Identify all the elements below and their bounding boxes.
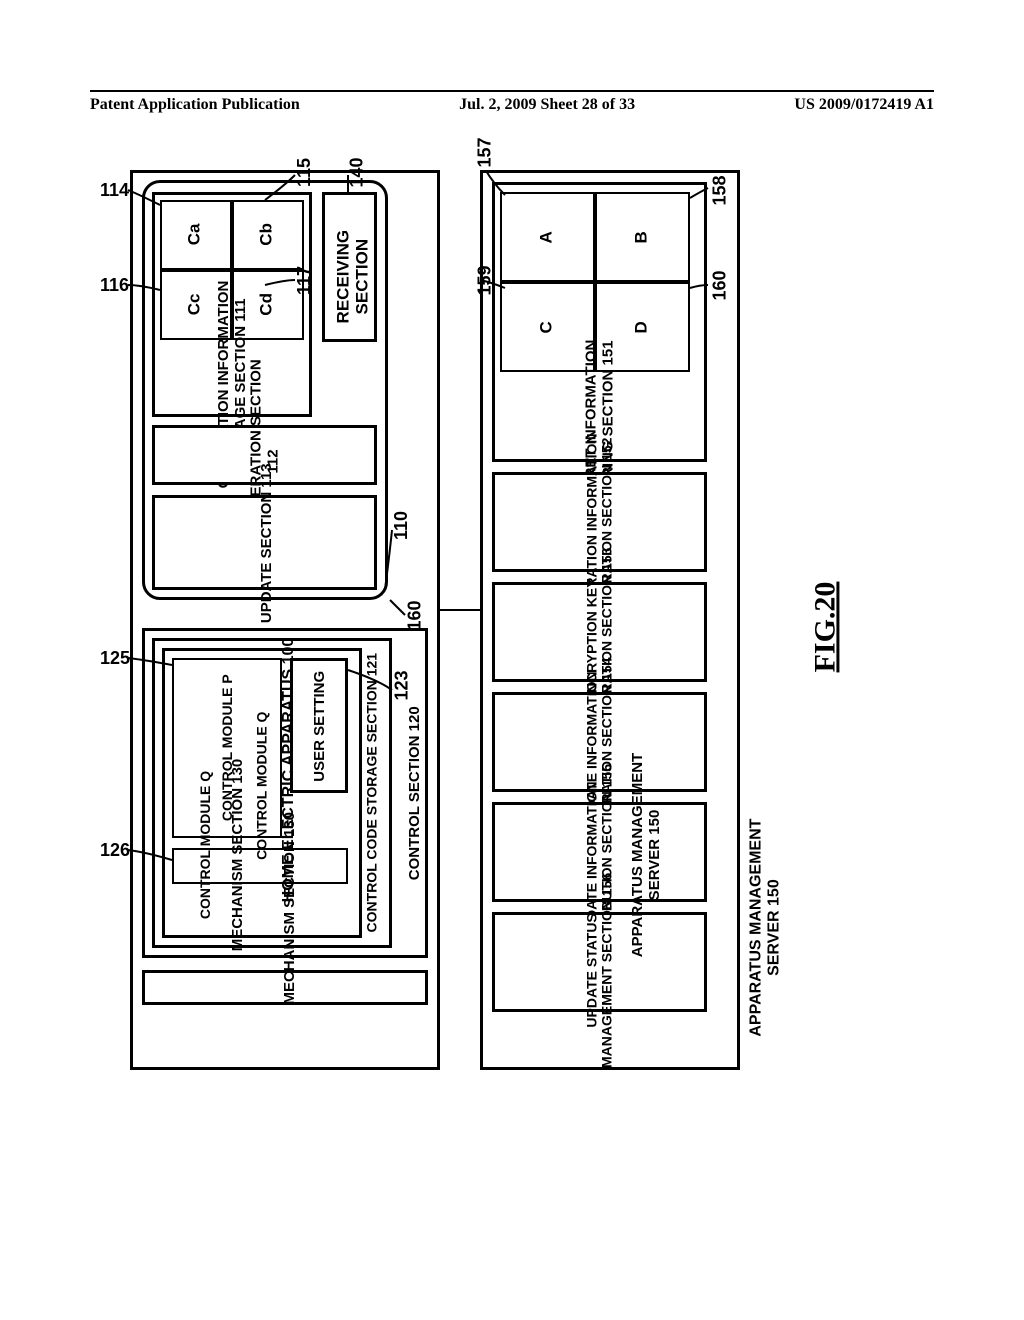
ref-115: 115 [294,158,315,187]
control-module-q-label: CONTROL MODULE Q [254,696,269,876]
ref-114: 114 [100,180,129,201]
cell-cb-label: Cb [258,219,277,249]
update-status-156-label: UPDATE STATUS MANAGEMENT SECTION 156 [585,850,616,1090]
ref-160: 160 [710,270,731,300]
header-left: Patent Application Publication [90,96,300,114]
ref-160-inner: 160 [405,600,426,630]
header-right: US 2009/0172419 A1 [794,96,934,114]
ref-126: 126 [100,840,130,861]
apparatus-100-title-v: HOME ELECTRIC APPARATUS 100 [280,610,298,930]
page: Patent Application Publication Jul. 2, 2… [0,0,1024,1320]
server-150-title-v: APPARATUS MANAGEMENT SERVER 150 [630,705,663,1005]
cell-a-label: A [538,222,557,252]
control-section-120-label: CONTROL SECTION 120 [407,693,424,893]
page-header: Patent Application Publication Jul. 2, 2… [90,90,934,114]
update-113-label: UPDATE SECTION 113 [259,438,276,648]
cell-ca-label: Ca [186,219,205,249]
ref-140: 140 [347,157,368,187]
mechanism-130-label-v: MECHANISM SECTION 130 [230,730,247,980]
server-150-title: APPARATUS MANAGEMENT SERVER 150 [747,778,782,1078]
ref-157: 157 [475,137,496,167]
cell-c-label: C [538,312,557,342]
cell-cd-label: Cd [258,289,277,319]
user-setting-label: USER SETTING [312,666,329,786]
ref-117: 117 [294,266,315,295]
control-code-storage-121-label: CONTROL CODE STORAGE SECTION 121 [364,643,379,943]
ref-158: 158 [710,175,731,205]
receiving-section-label: RECEIVING SECTION [334,217,371,337]
figure-caption: FIG.20 [808,582,842,673]
cell-cc-label: Cc [186,289,205,319]
ref-125: 125 [100,648,130,669]
header-center: Jul. 2, 2009 Sheet 28 of 33 [459,96,635,114]
control-module-q-label-v: CONTROL MODULE Q [198,755,213,935]
ref-116: 116 [100,275,129,296]
cell-b-label: B [633,222,652,252]
ref-123: 123 [392,670,413,700]
ref-110: 110 [391,511,412,540]
ref-159: 159 [475,265,496,295]
cell-d-label: D [633,312,652,342]
